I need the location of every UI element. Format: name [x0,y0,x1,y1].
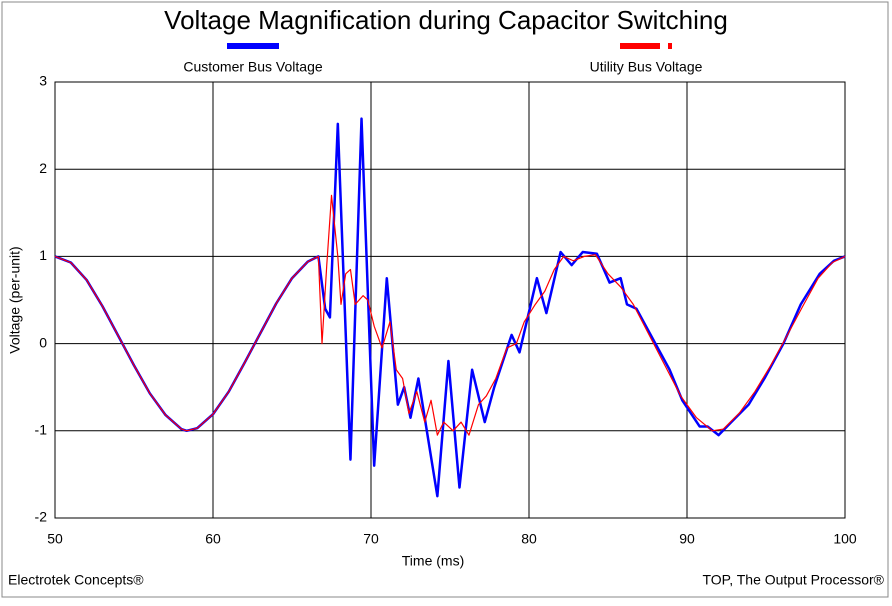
legend-label: Utility Bus Voltage [590,59,703,75]
footer-right: TOP, The Output Processor® [702,572,884,588]
x-axis-label: Time (ms) [402,553,464,569]
chart-title: Voltage Magnification during Capacitor S… [164,5,728,35]
x-tick-label: 50 [47,531,63,547]
y-tick-label: 1 [39,247,47,263]
y-tick-label: -1 [35,422,48,438]
footer-left: Electrotek Concepts® [8,572,144,588]
y-axis-label: Voltage (per-unit) [7,246,23,353]
series-line [54,194,846,436]
x-tick-label: 90 [679,531,695,547]
x-tick-label: 70 [363,531,379,547]
y-tick-label: 2 [39,160,47,176]
x-tick-label: 80 [521,531,537,547]
x-tick-label: 100 [833,531,857,547]
y-tick-label: -2 [35,509,48,525]
x-tick-label: 60 [205,531,221,547]
y-tick-label: 3 [39,73,47,89]
y-tick-label: 0 [39,334,47,350]
legend-label: Customer Bus Voltage [183,59,323,75]
